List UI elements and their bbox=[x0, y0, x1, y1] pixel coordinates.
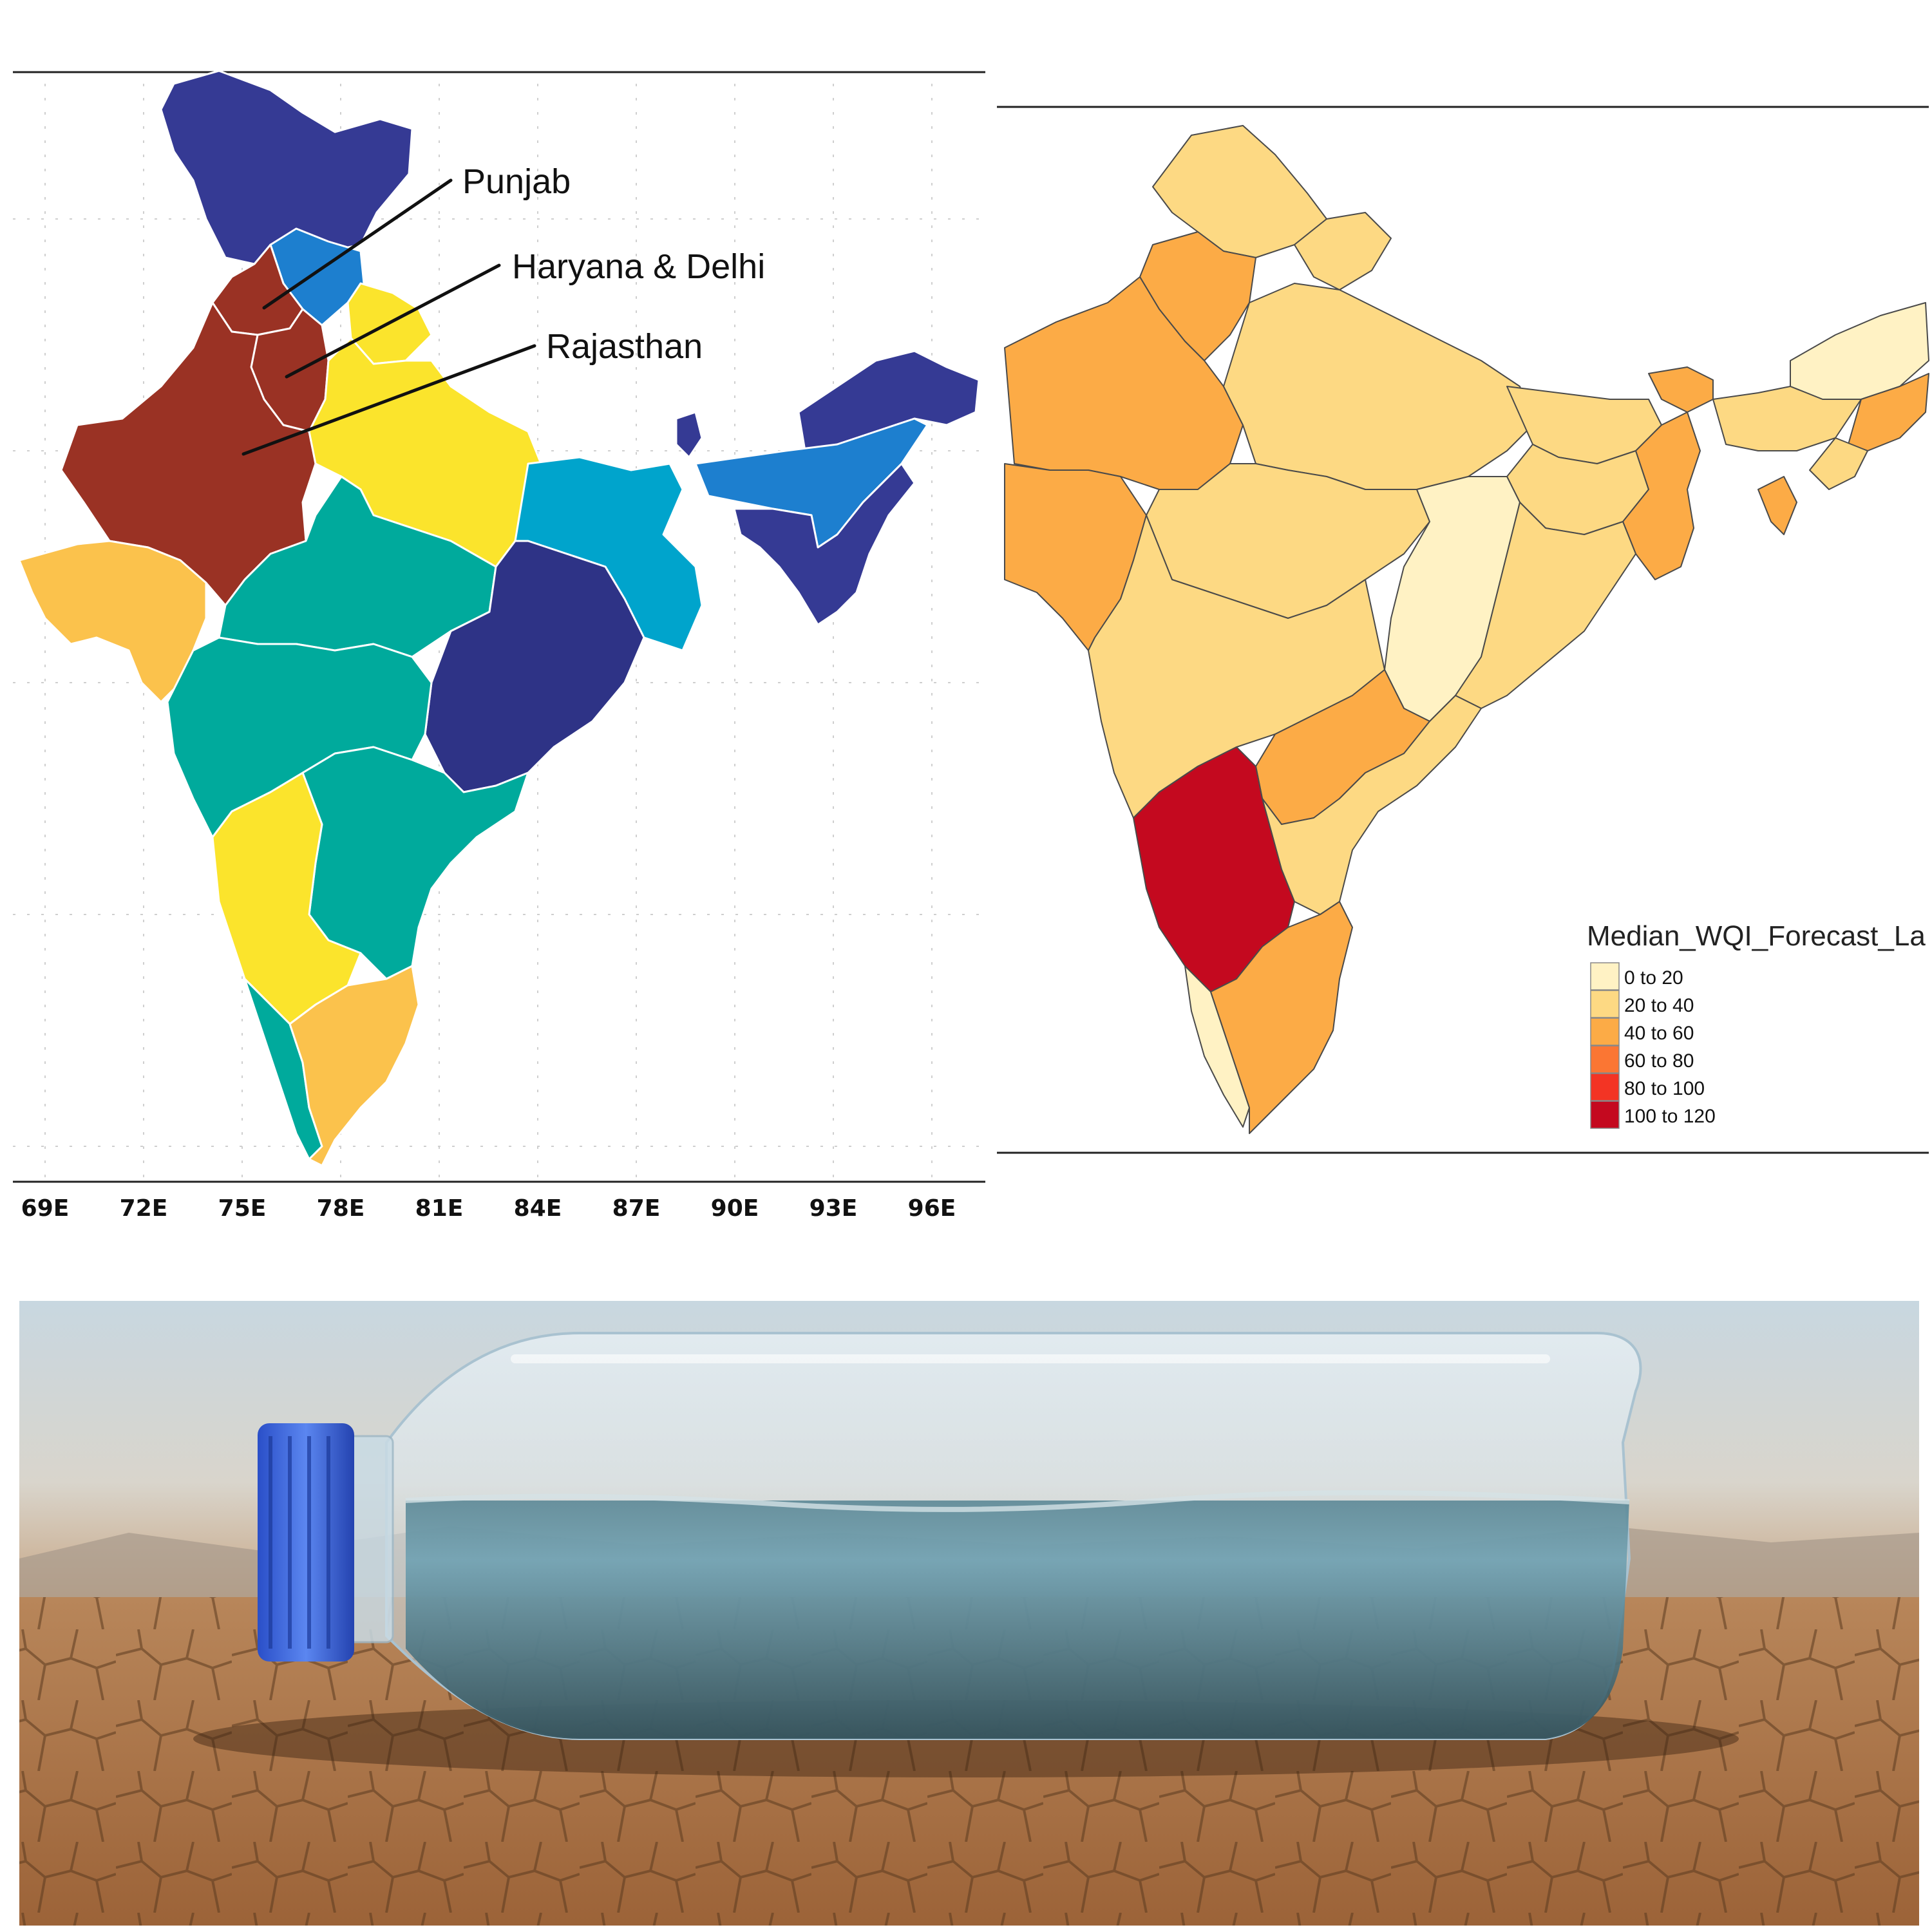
lon-tick-label: 84E bbox=[514, 1195, 562, 1222]
state-gujarat bbox=[18, 540, 207, 703]
state-northeast-south bbox=[733, 462, 916, 626]
state-karnataka bbox=[211, 772, 362, 1025]
bottle-water-surface bbox=[405, 1490, 1630, 1512]
region-northeast-2 bbox=[1712, 386, 1862, 451]
lon-tick-label: 72E bbox=[120, 1195, 168, 1222]
callout-line-punjab bbox=[262, 178, 453, 310]
state-tamil-nadu bbox=[289, 965, 420, 1167]
region-up bbox=[1223, 283, 1533, 490]
legend-label: 80 to 100 bbox=[1624, 1078, 1705, 1099]
region-northeast-5 bbox=[1757, 476, 1797, 535]
legend-title: Median_WQI_Forecast_La bbox=[1587, 920, 1926, 952]
region-odisha bbox=[1455, 502, 1636, 709]
bottle-photo bbox=[19, 1301, 1919, 1926]
callout-rajasthan: Rajasthan bbox=[546, 327, 703, 366]
right-map-regions bbox=[1004, 125, 1929, 1134]
legend-swatch bbox=[1590, 1101, 1620, 1129]
bottle-neck bbox=[346, 1435, 394, 1643]
lon-tick-label: 69E bbox=[21, 1195, 70, 1222]
legend-label: 60 to 80 bbox=[1624, 1050, 1694, 1072]
callout-haryana-delhi: Haryana & Delhi bbox=[512, 247, 765, 286]
lon-tick-label: 90E bbox=[711, 1195, 759, 1222]
right-map-legend: Median_WQI_Forecast_La 0 to 20 20 to 40 … bbox=[1587, 920, 1926, 1129]
bottle-cap-ridges bbox=[269, 1436, 330, 1649]
legend-items: 0 to 20 20 to 40 40 to 60 60 to 80 80 to… bbox=[1590, 962, 1716, 1129]
lon-tick-label: 81E bbox=[415, 1195, 464, 1222]
legend-swatch bbox=[1590, 1073, 1620, 1101]
left-map-callout-lines bbox=[242, 178, 536, 456]
legend-label: 20 to 40 bbox=[1624, 995, 1694, 1016]
left-map: Punjab Haryana & Delhi Rajasthan 69E 72E… bbox=[13, 70, 985, 1222]
legend-swatch bbox=[1590, 990, 1620, 1018]
legend-label: 100 to 120 bbox=[1624, 1106, 1716, 1127]
right-map: Median_WQI_Forecast_La 0 to 20 20 to 40 … bbox=[997, 106, 1929, 1154]
lon-tick-label: 78E bbox=[317, 1195, 365, 1222]
legend-swatch bbox=[1590, 962, 1620, 990]
water-bottle bbox=[258, 1332, 1642, 1740]
legend-swatch bbox=[1590, 1045, 1620, 1074]
legend-swatch bbox=[1590, 1018, 1620, 1046]
region-karnataka bbox=[1133, 746, 1295, 992]
callout-line-rajasthan bbox=[242, 344, 536, 456]
callout-line-haryana-delhi bbox=[285, 263, 501, 379]
left-map-callouts: Punjab Haryana & Delhi Rajasthan bbox=[462, 162, 765, 366]
lon-tick-label: 87E bbox=[612, 1195, 661, 1222]
region-tamil-nadu bbox=[1210, 901, 1353, 1134]
legend-label: 40 to 60 bbox=[1624, 1023, 1694, 1044]
legend-label: 0 to 20 bbox=[1624, 967, 1683, 989]
left-map-lon-ticks: 69E 72E 75E 78E 81E 84E 87E 90E 93E 96E bbox=[21, 1195, 956, 1222]
lon-tick-label: 75E bbox=[218, 1195, 267, 1222]
region-west-bengal bbox=[1622, 412, 1701, 580]
region-north bbox=[1152, 125, 1327, 258]
region-northeast-3 bbox=[1648, 366, 1714, 413]
lon-tick-label: 96E bbox=[908, 1195, 956, 1222]
callout-punjab: Punjab bbox=[462, 162, 571, 201]
region-northeast-6 bbox=[1809, 437, 1868, 490]
left-map-states bbox=[18, 70, 980, 1167]
region-himalayan bbox=[1294, 212, 1392, 290]
bottle-water bbox=[406, 1501, 1629, 1739]
region-andhra-south bbox=[1262, 695, 1482, 915]
lon-tick-label: 93E bbox=[810, 1195, 858, 1222]
state-sikkim bbox=[675, 411, 703, 459]
